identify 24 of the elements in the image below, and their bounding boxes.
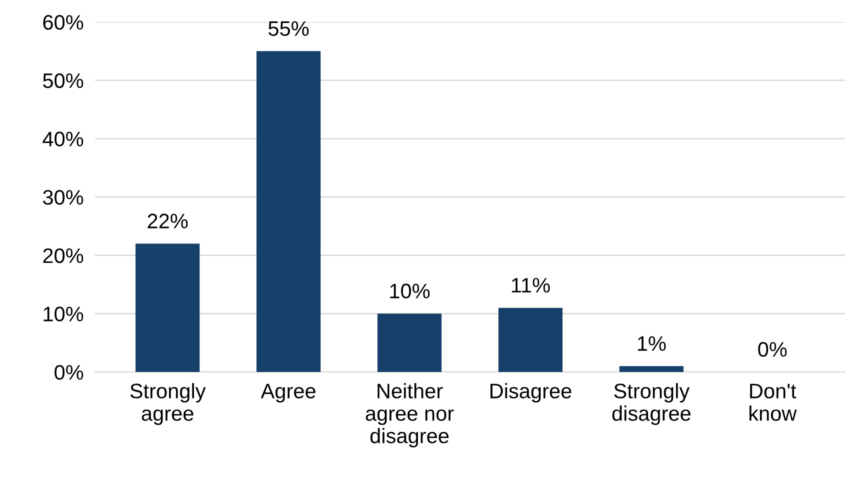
data-label: 55% xyxy=(268,21,309,36)
data-label: 0% xyxy=(758,342,787,357)
bar xyxy=(256,51,321,372)
data-label: 11% xyxy=(512,278,550,293)
x-tick-label: Agree xyxy=(260,384,316,403)
x-tick-label: Disagree xyxy=(490,383,572,403)
x-tick-label: Strongly disagree xyxy=(612,383,690,425)
data-label: 10% xyxy=(390,284,430,298)
y-tick-label: 20% xyxy=(43,248,84,264)
y-tick-label: 60% xyxy=(43,15,84,30)
data-label: 22% xyxy=(148,214,188,228)
y-tick-label: 10% xyxy=(44,306,84,322)
y-tick-label: 0% xyxy=(54,365,84,380)
y-tick-label: 40% xyxy=(42,132,84,146)
x-tick-label: Don't know xyxy=(750,384,797,421)
data-label: 1% xyxy=(638,336,666,351)
bar xyxy=(136,244,200,372)
x-tick-label: Neither agree nor disagree xyxy=(366,383,454,448)
bar xyxy=(619,366,684,372)
bar xyxy=(377,314,442,372)
y-tick-label: 50% xyxy=(43,73,84,88)
y-tick-label: 30% xyxy=(42,190,84,205)
bar xyxy=(498,308,563,372)
x-tick-label: Strongly agree xyxy=(130,383,206,425)
